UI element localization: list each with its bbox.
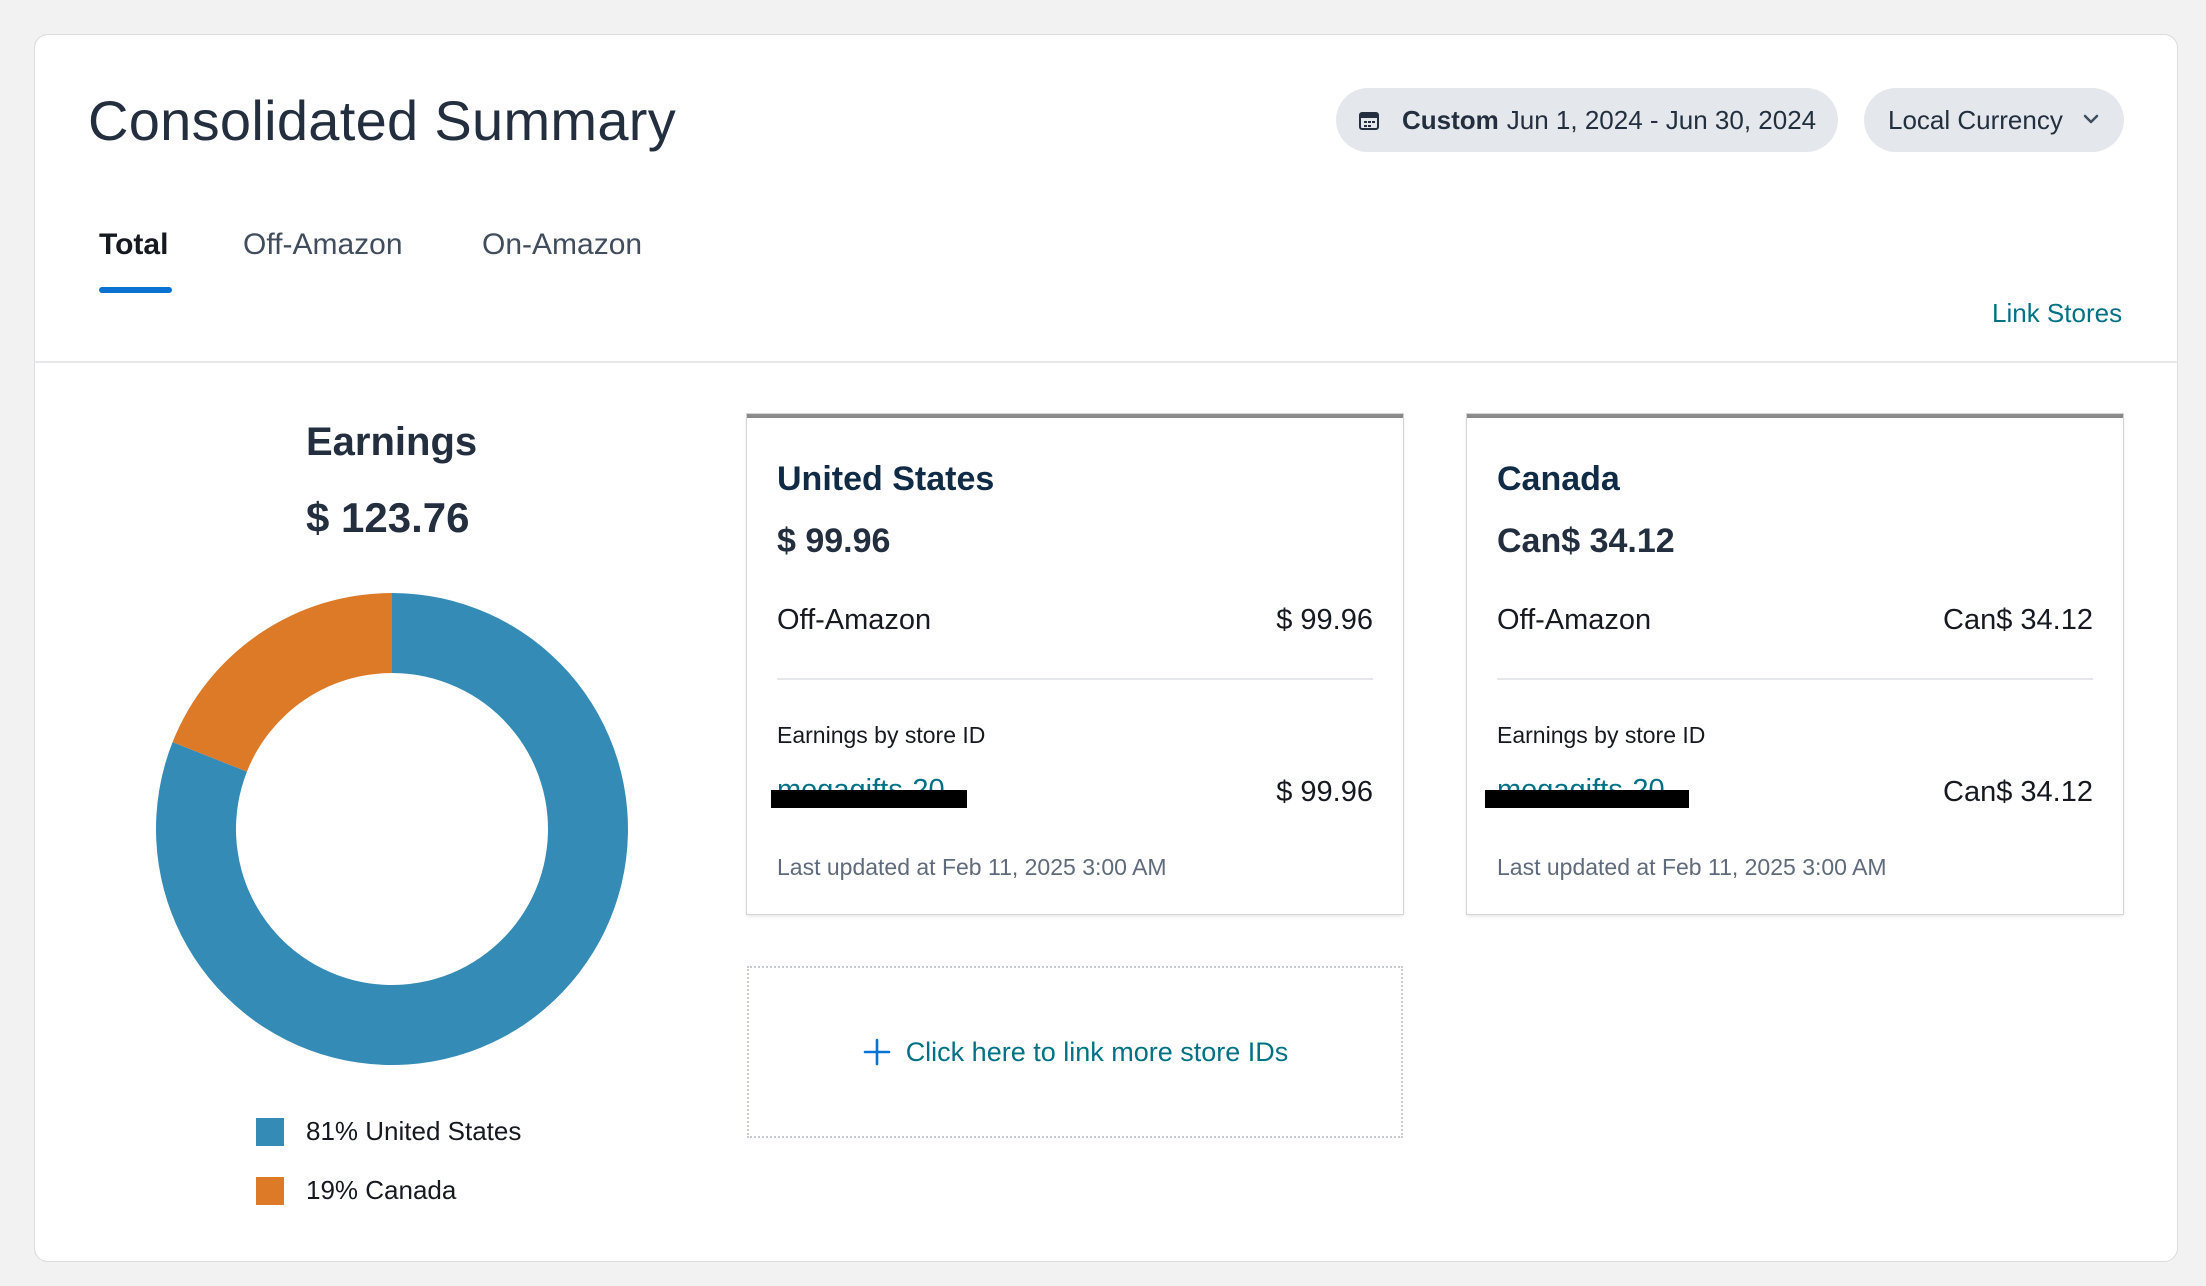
donut-slice-united-states[interactable] bbox=[156, 593, 629, 1065]
country-card-us: United States $ 99.96 Off-Amazon $ 99.96… bbox=[747, 414, 1403, 914]
chevron-down-icon bbox=[2083, 114, 2099, 124]
plus-icon bbox=[863, 1038, 890, 1066]
active-tab-indicator bbox=[99, 287, 172, 293]
currency-dropdown[interactable]: Local Currency bbox=[1864, 88, 2124, 152]
earnings-by-store-label: Earnings by store ID bbox=[777, 722, 986, 748]
card-divider bbox=[1497, 678, 2093, 680]
earnings-title: Earnings bbox=[306, 420, 478, 464]
link-more-store-ids-button[interactable]: Click here to link more store IDs bbox=[747, 966, 1403, 1138]
off-amazon-label: Off-Amazon bbox=[777, 604, 932, 636]
header-divider bbox=[34, 361, 2178, 363]
off-amazon-value: $ 99.96 bbox=[1276, 604, 1373, 636]
card-country: United States bbox=[777, 460, 995, 498]
off-amazon-value: Can$ 34.12 bbox=[1943, 604, 2093, 636]
legend-swatch-canada bbox=[256, 1176, 284, 1205]
page-title: Consolidated Summary bbox=[88, 89, 677, 152]
legend-swatch-us bbox=[256, 1117, 284, 1146]
legend-label-canada: 19% Canada bbox=[306, 1175, 457, 1205]
date-range-text: Jun 1, 2024 - Jun 30, 2024 bbox=[1506, 104, 1817, 135]
card-divider bbox=[777, 678, 1373, 680]
card-amount: $ 99.96 bbox=[777, 522, 891, 560]
legend-item-canada: 19% Canada bbox=[256, 1175, 456, 1206]
date-range-prefix: Custom bbox=[1402, 104, 1499, 135]
earnings-by-store-label: Earnings by store ID bbox=[1497, 722, 1706, 748]
date-range-button[interactable]: Custom Jun 1, 2024 - Jun 30, 2024 bbox=[1336, 88, 1838, 152]
redaction-bar bbox=[1485, 790, 1689, 808]
link-more-label: Click here to link more store IDs bbox=[905, 1036, 1289, 1067]
redaction-bar bbox=[771, 790, 967, 808]
earnings-total: $ 123.76 bbox=[306, 494, 470, 541]
off-amazon-label: Off-Amazon bbox=[1497, 604, 1652, 636]
donut-slice-canada[interactable] bbox=[172, 593, 392, 772]
last-updated-text: Last updated at Feb 11, 2025 3:00 AM bbox=[777, 854, 1167, 880]
link-stores-link[interactable]: Link Stores bbox=[1992, 298, 2123, 328]
store-id-value: $ 99.96 bbox=[1276, 776, 1373, 808]
calendar-icon bbox=[1359, 112, 1379, 130]
last-updated-text: Last updated at Feb 11, 2025 3:00 AM bbox=[1497, 854, 1887, 880]
tab-off-amazon[interactable]: Off-Amazon bbox=[243, 228, 403, 261]
earnings-donut-chart bbox=[156, 593, 629, 1065]
country-card-canada: Canada Can$ 34.12 Off-Amazon Can$ 34.12 … bbox=[1467, 414, 2123, 914]
tab-total[interactable]: Total bbox=[99, 228, 169, 261]
currency-label: Local Currency bbox=[1888, 104, 2063, 135]
legend-item-us: 81% United States bbox=[256, 1116, 521, 1147]
card-amount: Can$ 34.12 bbox=[1497, 522, 1675, 560]
legend-label-us: 81% United States bbox=[306, 1116, 522, 1146]
card-country: Canada bbox=[1497, 460, 1620, 498]
store-id-value: Can$ 34.12 bbox=[1943, 776, 2093, 808]
tab-on-amazon[interactable]: On-Amazon bbox=[482, 228, 643, 261]
